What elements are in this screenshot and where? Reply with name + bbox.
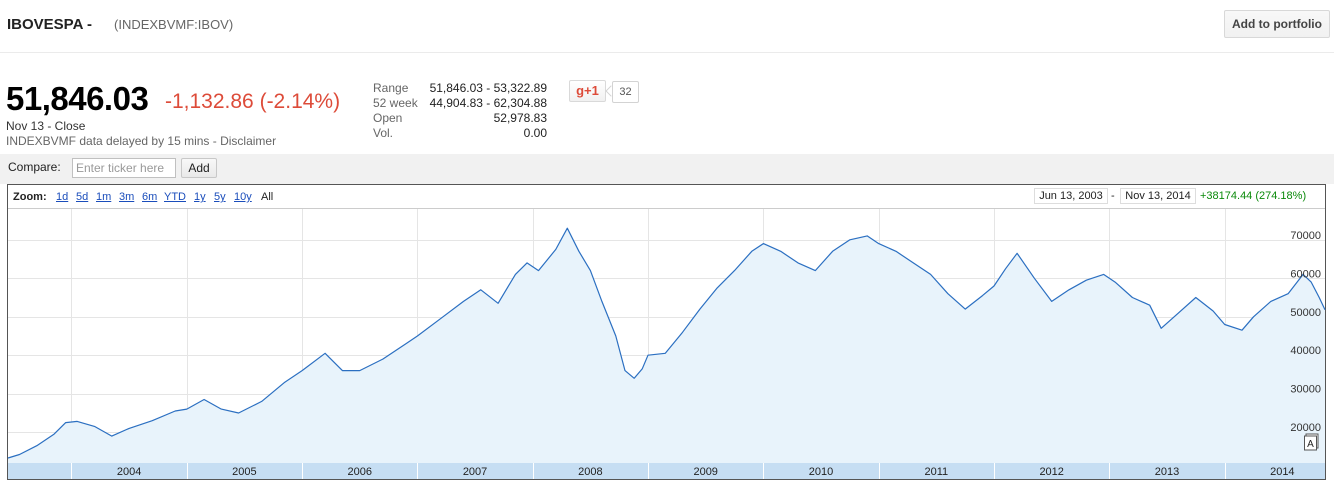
x-tick-label: 2004: [117, 466, 141, 478]
stat-label-open: Open: [373, 111, 403, 125]
x-tick-label: 2009: [693, 466, 717, 478]
zoom-1d[interactable]: 1d: [56, 191, 69, 203]
index-ticker: (INDEXBVMF:IBOV): [114, 17, 234, 32]
x-tick-label: 2014: [1270, 466, 1294, 478]
stat-value-52week: 44,904.83 - 62,304.88: [429, 96, 547, 110]
add-to-portfolio-button[interactable]: Add to portfolio: [1224, 10, 1330, 38]
zoom-ytd[interactable]: YTD: [164, 191, 186, 203]
y-tick-label: 50000: [1290, 307, 1321, 319]
annotation-flag-icon[interactable]: A: [1304, 430, 1320, 452]
zoom-all[interactable]: All: [261, 191, 274, 203]
chart-frame: [7, 184, 1326, 480]
x-tick-label: 2010: [809, 466, 833, 478]
svg-text:A: A: [1307, 439, 1314, 450]
compare-bar: [0, 154, 1334, 184]
x-tick-label: 2005: [232, 466, 256, 478]
zoom-label: Zoom:: [13, 191, 47, 203]
zoom-1m[interactable]: 1m: [96, 191, 112, 203]
x-tick-label: 2008: [578, 466, 602, 478]
stat-label-52week: 52 week: [373, 96, 418, 110]
zoom-6m[interactable]: 6m: [142, 191, 158, 203]
stat-label-range: Range: [373, 81, 409, 95]
price-change: -1,132.86 (-2.14%): [165, 90, 341, 113]
google-plus-one-button[interactable]: g+1: [569, 80, 606, 102]
data-disclaimer[interactable]: INDEXBVMF data delayed by 15 mins - Disc…: [6, 134, 277, 148]
close-time: Nov 13 - Close: [6, 119, 86, 133]
zoom-3m[interactable]: 3m: [119, 191, 135, 203]
compare-ticker-input[interactable]: [72, 158, 176, 178]
y-tick-label: 20000: [1290, 422, 1321, 434]
price-value: 51,846.03: [6, 80, 149, 117]
range-change: +38174.44 (274.18%): [1200, 190, 1307, 202]
price-line: [7, 227, 1326, 459]
price-area-fill: [8, 228, 1325, 463]
x-tick-label: 2006: [347, 466, 371, 478]
plus-one-count: 32: [612, 81, 639, 103]
stat-value-open: 52,978.83: [493, 111, 547, 125]
y-tick-label: 30000: [1290, 384, 1321, 396]
x-tick-label: 2007: [463, 466, 487, 478]
compare-add-button[interactable]: Add: [181, 158, 217, 178]
x-tick-label: 2012: [1039, 466, 1063, 478]
y-tick-label: 70000: [1290, 230, 1321, 242]
range-dash: -: [1111, 190, 1115, 202]
range-end-date[interactable]: Nov 13, 2014: [1120, 188, 1196, 204]
stat-value-volume: 0.00: [523, 126, 547, 140]
zoom-1y[interactable]: 1y: [194, 191, 206, 203]
zoom-5y[interactable]: 5y: [214, 191, 226, 203]
x-axis-band: [8, 463, 1325, 479]
stat-label-volume: Vol.: [373, 126, 394, 140]
stat-value-range: 51,846.03 - 53,322.89: [429, 81, 547, 95]
y-tick-label: 60000: [1290, 268, 1321, 280]
index-name: IBOVESPA -: [7, 16, 93, 33]
range-start-date[interactable]: Jun 13, 2003: [1034, 188, 1108, 204]
x-tick-label: 2011: [925, 466, 949, 478]
zoom-5d[interactable]: 5d: [76, 191, 89, 203]
compare-label: Compare:: [8, 160, 61, 174]
y-tick-label: 40000: [1290, 345, 1321, 357]
header-divider: [0, 52, 1334, 53]
zoom-10y[interactable]: 10y: [234, 191, 252, 203]
x-tick-label: 2013: [1155, 466, 1179, 478]
